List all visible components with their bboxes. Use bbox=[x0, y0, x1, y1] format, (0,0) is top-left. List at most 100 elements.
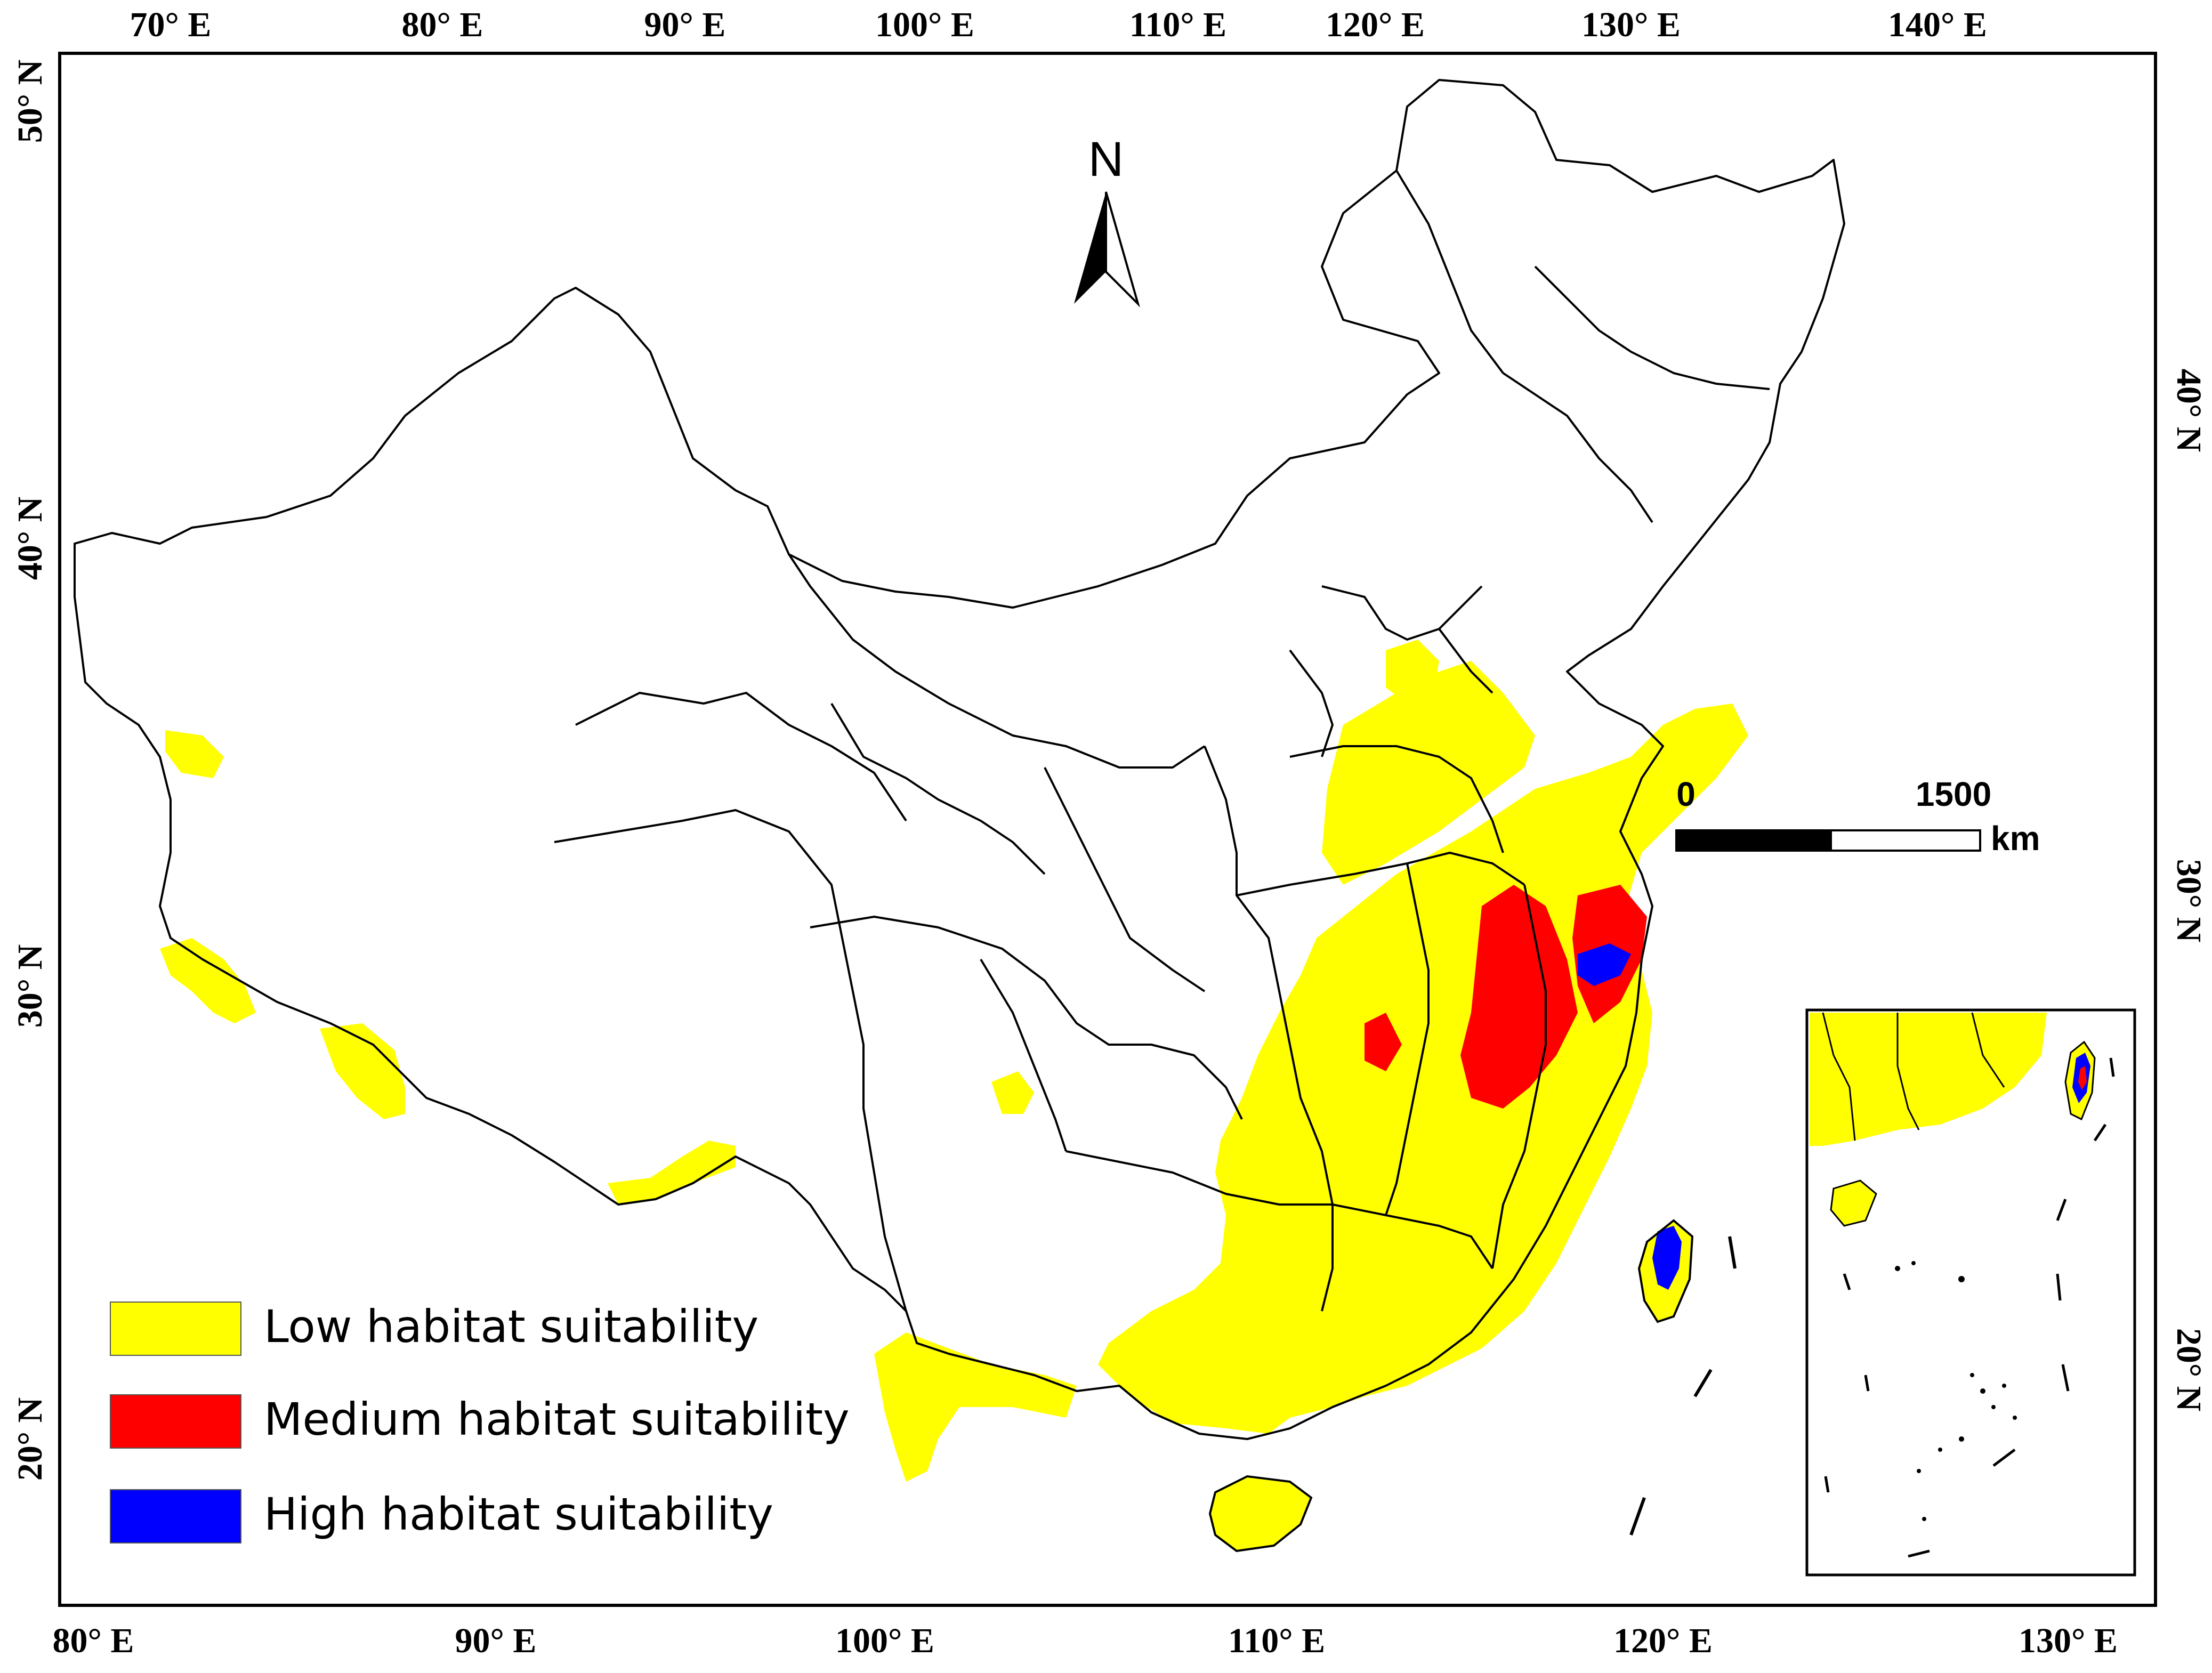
legend-label-medium: Medium habitat suitability bbox=[264, 1393, 850, 1445]
inset-mainland-boundaries bbox=[1822, 1012, 2005, 1141]
medium-suitability-central bbox=[1365, 1013, 1402, 1071]
inset-island bbox=[2002, 1384, 2006, 1388]
legend-label-low: Low habitat suitability bbox=[264, 1300, 758, 1353]
scale-bar: 0 1500 km bbox=[1675, 775, 2040, 858]
top-lon-label: 110° E bbox=[1129, 5, 1226, 44]
province-line bbox=[1385, 863, 1430, 1216]
inset-dash-segment bbox=[2056, 1273, 2062, 1301]
inset-dash-segment bbox=[2109, 1057, 2115, 1077]
low-suitability-tibet-north bbox=[165, 730, 224, 778]
hainan-outline bbox=[1208, 1475, 1313, 1553]
inset-dash-lines bbox=[1824, 1057, 2115, 1558]
top-lon-label: 80° E bbox=[402, 5, 483, 44]
dash-segment bbox=[1693, 1369, 1713, 1397]
inset-islands bbox=[1895, 1261, 2017, 1521]
suitability-layer bbox=[160, 640, 1748, 1551]
inset-island bbox=[1917, 1469, 1921, 1473]
top-lon-label: 140° E bbox=[1888, 5, 1987, 44]
top-lon-label: 120° E bbox=[1326, 5, 1425, 44]
bottom-lon-label: 100° E bbox=[835, 1621, 934, 1660]
left-lat-label: 40° N bbox=[11, 497, 50, 580]
inset-island bbox=[1911, 1261, 1916, 1265]
left-lat-label: 20° N bbox=[11, 1397, 50, 1481]
inset-dash-segment bbox=[1992, 1449, 2016, 1467]
top-lon-label: 90° E bbox=[644, 5, 726, 44]
inset-island bbox=[1991, 1405, 1996, 1409]
province-line bbox=[1438, 628, 1493, 694]
province-line bbox=[810, 916, 1243, 1120]
dash-segment bbox=[1629, 1497, 1646, 1536]
province-line bbox=[1044, 767, 1206, 992]
high-suitability-shanghai bbox=[1578, 943, 1631, 986]
legend-label-high: High habitat suitability bbox=[264, 1488, 773, 1540]
right-lat-label: 20° N bbox=[2169, 1328, 2208, 1412]
inset-dash-segment bbox=[1864, 1375, 1870, 1392]
north-arrow-light-half bbox=[1105, 191, 1141, 308]
low-suitability-tibet-central bbox=[320, 1023, 405, 1119]
left-latitude-labels: 50° N 40° N 30° N 20° N bbox=[11, 60, 50, 1481]
inset-island bbox=[1970, 1373, 1974, 1377]
right-lat-label: 30° N bbox=[2169, 859, 2208, 943]
low-suitability-east bbox=[1098, 704, 1748, 1434]
inset-island bbox=[1895, 1266, 1900, 1271]
province-line bbox=[1321, 585, 1483, 641]
north-arrow-label: N bbox=[1088, 132, 1124, 187]
taiwan-outline bbox=[1637, 1219, 1694, 1323]
scale-unit-label: km bbox=[1991, 819, 2040, 858]
inset-dash-segment bbox=[2093, 1124, 2107, 1142]
low-suitability-tibet-south bbox=[608, 1141, 736, 1205]
low-suitability-tibet-west bbox=[160, 938, 256, 1023]
low-suitability-north bbox=[1322, 661, 1535, 885]
province-line bbox=[1289, 649, 1334, 757]
dash-lines bbox=[1629, 1236, 1737, 1536]
scale-black-segment bbox=[1675, 829, 1832, 852]
bottom-lon-label: 110° E bbox=[1228, 1621, 1325, 1660]
province-line bbox=[1204, 746, 1334, 1312]
province-line bbox=[575, 692, 907, 822]
legend: Low habitat suitability Medium habitat s… bbox=[110, 1300, 850, 1543]
inset-island bbox=[1980, 1388, 1985, 1394]
province-line bbox=[788, 553, 1206, 769]
inset-dash-segment bbox=[1908, 1549, 1930, 1558]
bottom-lon-label: 80° E bbox=[53, 1621, 134, 1660]
low-suitability-beijing bbox=[1386, 640, 1439, 704]
inset-mainland-low bbox=[1810, 1013, 2047, 1146]
inset-dash-segment bbox=[1824, 1476, 1830, 1493]
scale-end-label: 1500 bbox=[1916, 775, 1991, 813]
low-suitability-sichuan bbox=[991, 1071, 1034, 1114]
country-outline bbox=[74, 79, 1845, 1440]
inset-dash-segment bbox=[2056, 1199, 2067, 1221]
province-line bbox=[980, 958, 1067, 1152]
province-line bbox=[1395, 169, 1504, 374]
inset-taiwan-medium bbox=[2078, 1066, 2087, 1090]
inset-dash-segment bbox=[2061, 1364, 2070, 1392]
inset-island bbox=[1922, 1517, 1926, 1521]
north-arrow: N bbox=[1074, 132, 1141, 308]
legend-swatch-high bbox=[110, 1489, 241, 1543]
inset-island bbox=[1938, 1448, 1942, 1452]
province-line bbox=[1065, 1150, 1493, 1270]
province-line bbox=[1491, 884, 1547, 1269]
province-line bbox=[1289, 745, 1504, 853]
province-line bbox=[554, 809, 907, 1312]
province-line bbox=[1534, 265, 1770, 390]
inset-island bbox=[1959, 1436, 1964, 1442]
high-suitability-taiwan bbox=[1652, 1226, 1682, 1290]
legend-swatch-medium bbox=[110, 1394, 241, 1449]
bottom-lon-label: 120° E bbox=[1613, 1621, 1713, 1660]
bottom-lon-label: 90° E bbox=[455, 1621, 537, 1660]
scale-white-segment bbox=[1830, 829, 1981, 852]
boundaries bbox=[74, 79, 1845, 1440]
province-line bbox=[1502, 372, 1653, 523]
right-latitude-labels: 40° N 30° N 20° N bbox=[2169, 369, 2208, 1412]
south-china-sea-inset bbox=[1805, 1008, 2136, 1577]
province-line bbox=[830, 702, 1046, 875]
inset-dash-segment bbox=[1843, 1273, 1851, 1290]
bottom-lon-label: 130° E bbox=[2019, 1621, 2118, 1660]
low-suitability-hainan bbox=[1210, 1476, 1311, 1551]
north-arrow-dark-half bbox=[1074, 192, 1106, 304]
top-lon-label: 100° E bbox=[875, 5, 974, 44]
dash-segment bbox=[1728, 1236, 1737, 1269]
medium-suitability-jiangnan bbox=[1460, 885, 1578, 1109]
